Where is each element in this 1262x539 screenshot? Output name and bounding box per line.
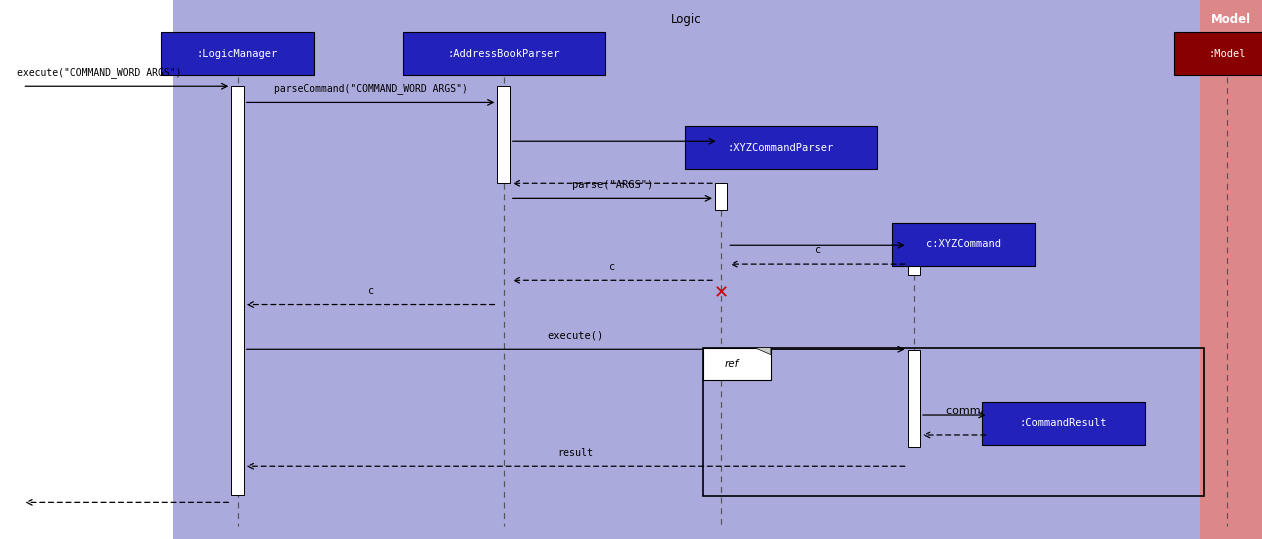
Bar (703, 348, 1204, 496)
Bar (231, 86, 244, 495)
Text: c:XYZCommand: c:XYZCommand (926, 239, 1001, 249)
Text: Model: Model (1210, 13, 1251, 26)
Text: c: c (814, 245, 820, 255)
Text: ✕: ✕ (713, 284, 728, 302)
Text: :CommandResult: :CommandResult (1020, 418, 1107, 428)
Text: :XYZCommandParser: :XYZCommandParser (728, 143, 834, 153)
Text: Logic: Logic (671, 13, 702, 26)
Bar (173, 0, 1200, 539)
Bar (907, 350, 920, 447)
Polygon shape (755, 348, 771, 355)
Bar (1200, 0, 1262, 539)
Bar (685, 126, 877, 169)
Text: c: c (610, 261, 616, 272)
Bar (497, 86, 510, 183)
Bar (1175, 32, 1262, 75)
Text: parseCommand("COMMAND_WORD ARGS"): parseCommand("COMMAND_WORD ARGS") (274, 83, 467, 94)
Text: result: result (558, 447, 593, 458)
Text: :AddressBookParser: :AddressBookParser (447, 49, 560, 59)
Text: :Model: :Model (1209, 49, 1246, 59)
Bar (160, 32, 314, 75)
Text: c: c (367, 286, 374, 296)
Bar (403, 32, 604, 75)
Text: execute(): execute() (548, 330, 603, 341)
Bar (982, 402, 1145, 445)
Bar (892, 223, 1035, 266)
Text: parse("ARGS"): parse("ARGS") (572, 179, 652, 190)
Text: command execution: command execution (946, 406, 1060, 416)
Bar (703, 348, 771, 380)
Text: :LogicManager: :LogicManager (197, 49, 278, 59)
Text: ref: ref (724, 359, 738, 369)
Text: execute("COMMAND_WORD ARGS"): execute("COMMAND_WORD ARGS") (18, 67, 182, 78)
Bar (907, 245, 920, 275)
Bar (716, 183, 727, 210)
